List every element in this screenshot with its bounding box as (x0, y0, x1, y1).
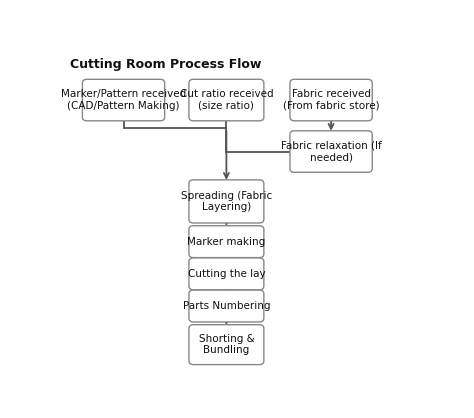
Text: Cutting Room Process Flow: Cutting Room Process Flow (70, 58, 262, 71)
Text: Marker/Pattern received
(CAD/Pattern Making): Marker/Pattern received (CAD/Pattern Mak… (61, 89, 186, 111)
Text: Cutting the lay: Cutting the lay (188, 269, 265, 279)
FancyBboxPatch shape (290, 79, 372, 121)
Text: Marker making: Marker making (187, 237, 265, 247)
FancyBboxPatch shape (189, 290, 264, 322)
FancyBboxPatch shape (189, 325, 264, 364)
FancyBboxPatch shape (189, 180, 264, 223)
FancyBboxPatch shape (189, 79, 264, 121)
Text: Cut ratio received
(size ratio): Cut ratio received (size ratio) (180, 89, 273, 111)
Text: Spreading (Fabric
Layering): Spreading (Fabric Layering) (181, 191, 272, 212)
Text: Fabric received
(From fabric store): Fabric received (From fabric store) (283, 89, 379, 111)
FancyBboxPatch shape (189, 226, 264, 257)
FancyBboxPatch shape (82, 79, 164, 121)
Text: Fabric relaxation (If
needed): Fabric relaxation (If needed) (281, 141, 382, 162)
FancyBboxPatch shape (189, 258, 264, 290)
Text: Parts Numbering: Parts Numbering (182, 301, 270, 311)
FancyBboxPatch shape (290, 131, 372, 172)
Text: Shorting &
Bundling: Shorting & Bundling (199, 334, 254, 355)
